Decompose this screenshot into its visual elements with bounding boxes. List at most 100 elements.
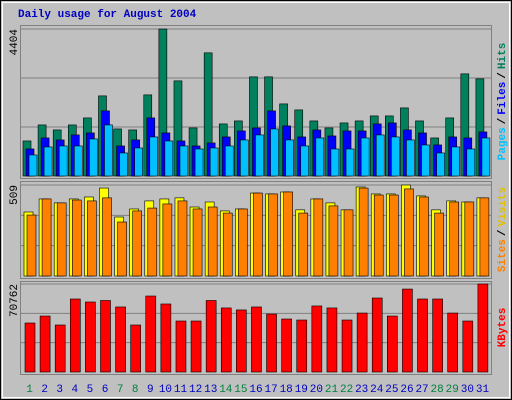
x-tick-label: 19 bbox=[295, 384, 308, 396]
bar bbox=[402, 288, 413, 373]
bar bbox=[375, 134, 385, 177]
x-tick-label: 23 bbox=[355, 384, 368, 396]
bar bbox=[205, 300, 217, 373]
legend-entry: Pages bbox=[497, 127, 509, 160]
bar bbox=[89, 138, 98, 177]
bar bbox=[298, 212, 309, 277]
bar bbox=[220, 307, 232, 373]
bar bbox=[387, 315, 398, 373]
bar bbox=[270, 128, 279, 177]
chart-title: Daily usage for August 2004 bbox=[18, 9, 197, 21]
bar bbox=[209, 147, 219, 177]
legend-separator: / bbox=[497, 117, 509, 124]
bar bbox=[466, 148, 476, 177]
x-tick-label: 3 bbox=[56, 384, 63, 396]
bar bbox=[481, 137, 491, 177]
legend-entry: Hits bbox=[497, 43, 509, 69]
x-tick-label: 5 bbox=[87, 384, 94, 396]
bar bbox=[145, 295, 157, 373]
bar bbox=[58, 145, 68, 177]
bar bbox=[447, 312, 459, 373]
x-tick-label: 12 bbox=[189, 384, 202, 396]
x-tick-label: 10 bbox=[159, 384, 172, 396]
bar bbox=[194, 148, 204, 177]
legend-entry: Sites bbox=[497, 239, 509, 272]
x-tick-label: 13 bbox=[204, 384, 217, 396]
bar bbox=[24, 322, 36, 373]
bar bbox=[434, 212, 444, 277]
bar bbox=[389, 194, 399, 277]
bar bbox=[330, 148, 340, 177]
bar bbox=[28, 154, 38, 177]
bar bbox=[266, 313, 277, 373]
bar bbox=[251, 306, 262, 373]
bar bbox=[85, 301, 96, 373]
bar bbox=[356, 312, 368, 373]
bar bbox=[268, 193, 278, 277]
bar bbox=[100, 300, 111, 373]
legend: Sites / Visits bbox=[497, 187, 509, 272]
bar bbox=[149, 136, 159, 177]
y-tick-label: 509 bbox=[9, 185, 21, 205]
bar bbox=[436, 152, 445, 177]
x-tick-label: 15 bbox=[234, 384, 247, 396]
bar bbox=[222, 212, 233, 277]
x-tick-label: 27 bbox=[415, 384, 428, 396]
bar bbox=[119, 152, 128, 177]
x-tick-label: 24 bbox=[370, 384, 384, 396]
bar bbox=[296, 319, 308, 373]
x-tick-label: 9 bbox=[147, 384, 154, 396]
legend: KBytes bbox=[497, 308, 509, 348]
bar bbox=[462, 320, 474, 373]
x-tick-label: 8 bbox=[132, 384, 139, 396]
x-tick-label: 17 bbox=[264, 384, 277, 396]
bar bbox=[41, 198, 52, 277]
x-tick-label: 30 bbox=[461, 384, 474, 396]
legend-entry: Visits bbox=[497, 187, 509, 227]
bar bbox=[281, 318, 292, 373]
legend-entry: Files bbox=[497, 82, 509, 115]
bar bbox=[192, 208, 203, 277]
bar bbox=[71, 199, 82, 277]
x-tick-label: 18 bbox=[280, 384, 293, 396]
bar bbox=[479, 197, 490, 277]
x-tick-label: 1 bbox=[26, 384, 33, 396]
bar bbox=[224, 145, 234, 177]
bar bbox=[419, 196, 429, 277]
x-tick-label: 21 bbox=[325, 384, 339, 396]
bar bbox=[177, 200, 188, 277]
x-tick-label: 22 bbox=[340, 384, 353, 396]
legend: Pages / Files / Hits bbox=[497, 43, 509, 161]
bar bbox=[56, 202, 67, 277]
x-tick-label: 20 bbox=[310, 384, 323, 396]
bar bbox=[283, 191, 293, 277]
bar bbox=[162, 203, 173, 277]
bar bbox=[175, 320, 187, 373]
bar bbox=[360, 137, 370, 177]
bar bbox=[26, 214, 37, 277]
bar bbox=[87, 200, 97, 277]
bar bbox=[54, 324, 66, 373]
y-tick-label: 70762 bbox=[9, 284, 21, 317]
bar bbox=[43, 146, 53, 177]
bar bbox=[117, 221, 127, 277]
bar bbox=[432, 298, 443, 373]
bar bbox=[313, 198, 324, 277]
bar bbox=[343, 209, 354, 277]
x-tick-label: 14 bbox=[219, 384, 233, 396]
bar bbox=[130, 324, 141, 373]
bar bbox=[328, 205, 339, 277]
bar bbox=[345, 148, 355, 177]
bar bbox=[406, 139, 415, 177]
bar bbox=[104, 124, 113, 177]
x-tick-label: 26 bbox=[400, 384, 413, 396]
bar bbox=[134, 147, 143, 177]
bar bbox=[404, 188, 414, 277]
bar bbox=[69, 298, 81, 373]
x-tick-label: 31 bbox=[476, 384, 490, 396]
bar bbox=[464, 201, 475, 277]
bar bbox=[179, 145, 189, 177]
x-tick-label: 2 bbox=[41, 384, 48, 396]
x-tick-label: 6 bbox=[102, 384, 109, 396]
